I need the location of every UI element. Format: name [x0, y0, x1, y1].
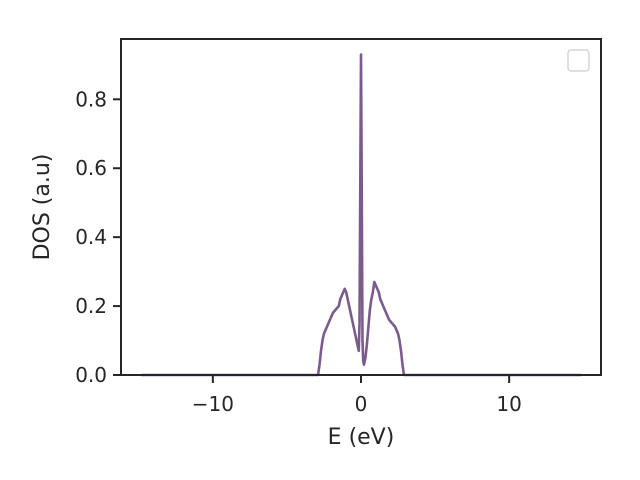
y-axis-label: DOS (a.u) [30, 154, 55, 261]
x-tick-label: 10 [496, 392, 521, 416]
x-tick-label: −10 [192, 392, 234, 416]
legend [567, 49, 590, 72]
y-tick-label: 0.8 [75, 87, 107, 111]
y-axis-ticks: 0.0 0.2 0.4 0.6 0.8 [75, 87, 121, 387]
y-tick-label: 0.6 [75, 156, 107, 180]
x-axis-label: E (eV) [328, 425, 395, 450]
legend-box [567, 49, 590, 72]
y-tick-label: 0.0 [75, 363, 107, 387]
y-tick-label: 0.4 [75, 225, 107, 249]
dos-series-line-0 [140, 53, 582, 377]
plot-series [140, 53, 582, 377]
y-tick-label: 0.2 [75, 294, 107, 318]
x-tick-label: 0 [355, 392, 368, 416]
x-axis-ticks: −10 0 10 [192, 375, 522, 416]
